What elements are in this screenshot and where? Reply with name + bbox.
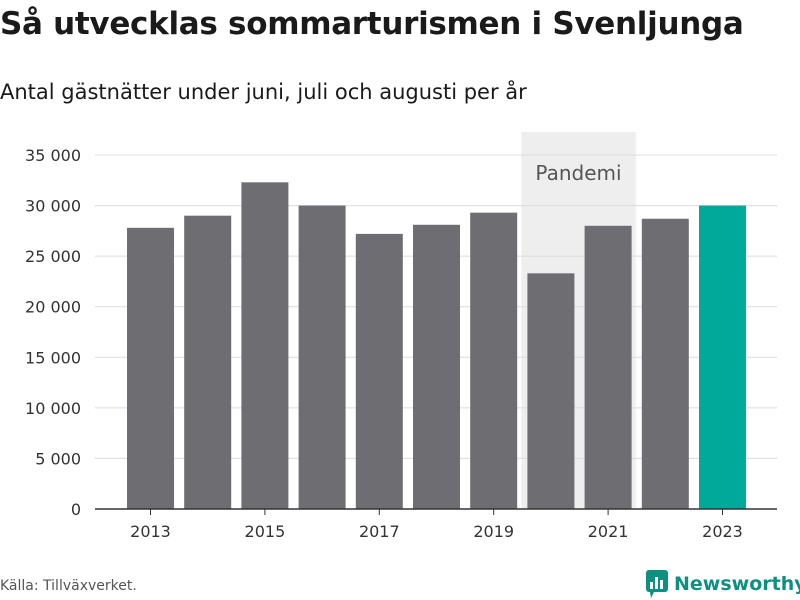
x-tick-label: 2023 xyxy=(702,522,743,541)
logo-text: Newsworthy xyxy=(674,573,800,595)
bar-2022 xyxy=(641,218,689,509)
bar-2016 xyxy=(298,205,346,510)
y-tick-label: 25 000 xyxy=(25,247,81,266)
x-tick-label: 2013 xyxy=(130,522,171,541)
bar-2017 xyxy=(355,233,403,510)
chart-subtitle: Antal gästnätter under juni, juli och au… xyxy=(0,80,527,104)
logo-bar-icon xyxy=(646,570,668,598)
bar-2013 xyxy=(127,227,174,509)
y-tick-label: 35 000 xyxy=(25,146,81,165)
x-tick-label: 2015 xyxy=(245,522,286,541)
bar-2014 xyxy=(184,215,232,509)
bar-2020 xyxy=(527,273,575,509)
shaded-region-label: Pandemi xyxy=(535,161,621,185)
bar-2023 xyxy=(699,205,746,510)
y-tick-label: 20 000 xyxy=(25,298,81,317)
newsworthy-logo: Newsworthy xyxy=(645,569,800,599)
chart-title: Så utvecklas sommarturismen i Svenljunga xyxy=(0,6,744,42)
y-tick-label: 30 000 xyxy=(25,197,81,216)
x-tick-label: 2017 xyxy=(359,522,400,541)
y-tick-label: 15 000 xyxy=(25,348,81,367)
x-tick-label: 2021 xyxy=(588,522,629,541)
x-tick-label: 2019 xyxy=(473,522,514,541)
source-note: Källa: Tillväxverket. xyxy=(0,578,137,594)
bar-2015 xyxy=(241,182,289,509)
bar-2019 xyxy=(470,212,518,509)
y-tick-label: 5 000 xyxy=(35,449,81,468)
bar-2021 xyxy=(584,225,632,510)
y-tick-label: 0 xyxy=(71,500,81,519)
y-tick-label: 10 000 xyxy=(25,399,81,418)
bar-2018 xyxy=(413,224,460,509)
